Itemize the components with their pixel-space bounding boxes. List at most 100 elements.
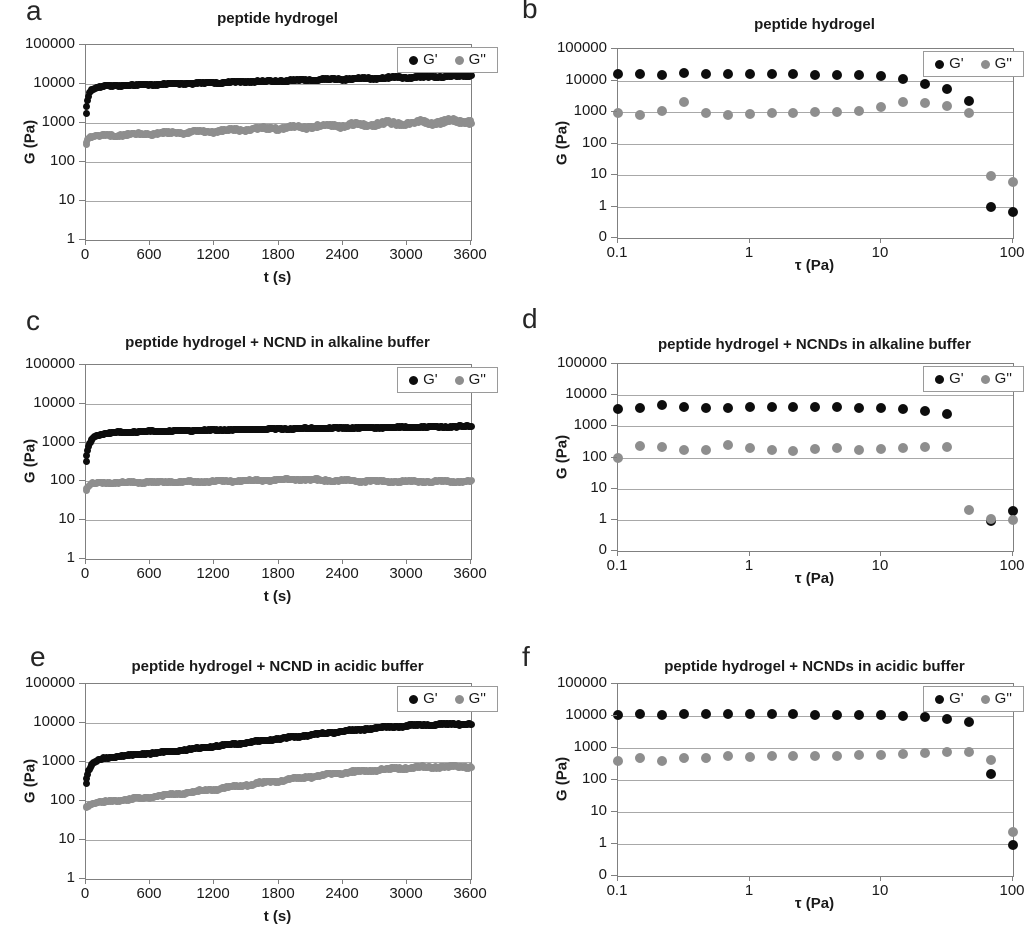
legend-entry-g-prime: G'	[409, 691, 438, 707]
legend-entry-g-prime: G'	[935, 691, 964, 707]
data-point	[986, 754, 997, 765]
tick-mark	[278, 240, 279, 245]
panel-letter: f	[522, 641, 530, 672]
data-point	[810, 107, 821, 117]
x-tick-label: 3600	[453, 885, 487, 902]
gridline	[86, 443, 471, 444]
legend-entry-g-double-prime: G''	[454, 51, 486, 68]
data-point	[810, 709, 821, 720]
data-point	[744, 69, 755, 80]
tick-mark	[611, 206, 617, 207]
panel-letter: e	[30, 641, 46, 672]
tick-mark	[611, 425, 617, 426]
tick-mark	[611, 363, 617, 364]
tick-mark	[213, 879, 214, 884]
legend-marker-icon	[980, 374, 990, 384]
data-point	[678, 445, 689, 456]
data-point	[1008, 514, 1018, 525]
data-point	[832, 443, 843, 454]
data-point	[766, 401, 777, 412]
tick-mark	[79, 442, 85, 443]
x-tick-label: 600	[136, 246, 162, 263]
data-point	[467, 72, 475, 80]
data-point	[898, 443, 909, 454]
gridline	[618, 844, 1013, 845]
tick-mark	[342, 240, 343, 245]
panel-e: e peptide hydrogel + NCND in acidic buffe…	[0, 618, 512, 928]
y-tick-label: 0	[598, 541, 607, 558]
legend-marker-icon	[454, 55, 464, 65]
data-point	[854, 105, 865, 116]
x-tick-label: 1200	[196, 246, 230, 263]
tick-mark	[611, 394, 617, 395]
y-tick-label: 100	[49, 791, 75, 808]
data-point	[854, 69, 865, 80]
data-point	[613, 107, 623, 118]
gridline	[618, 207, 1013, 208]
y-tick-label: 1000	[573, 738, 607, 755]
tick-mark	[611, 779, 617, 780]
x-tick-label: 600	[136, 885, 162, 902]
data-point	[920, 442, 931, 453]
plot-area: G' G''	[82, 364, 498, 560]
data-point	[83, 452, 91, 460]
tick-mark	[79, 122, 85, 123]
data-point	[656, 106, 667, 117]
tick-mark	[79, 800, 85, 801]
y-tick-label: 100	[581, 134, 607, 151]
tick-mark	[611, 683, 617, 684]
data-point	[964, 95, 975, 106]
data-point	[876, 710, 887, 721]
tick-mark	[617, 238, 618, 243]
data-point	[832, 751, 843, 762]
gridline	[618, 520, 1013, 521]
y-tick-label: 10	[58, 191, 75, 208]
data-point	[920, 97, 931, 108]
data-point	[766, 751, 777, 762]
data-point	[744, 108, 755, 119]
tick-mark	[406, 559, 407, 564]
gridline	[86, 404, 471, 405]
x-tick-label: 1800	[261, 246, 295, 263]
x-axis-label: τ (Pa)	[794, 895, 835, 912]
gridline	[86, 201, 471, 202]
tick-mark	[79, 83, 85, 84]
data-point	[82, 457, 90, 465]
data-point	[678, 68, 689, 79]
tick-mark	[149, 559, 150, 564]
data-point	[766, 107, 777, 118]
legend-marker-icon	[454, 375, 464, 385]
chart-title: peptide hydrogel + NCND in acidic buffer	[131, 658, 424, 675]
y-tick-label: 100	[581, 448, 607, 465]
data-point	[635, 709, 646, 720]
legend-label: G'	[949, 690, 964, 707]
legend-label: G''	[468, 51, 486, 68]
x-axis-label: t (s)	[263, 908, 292, 925]
tick-mark	[611, 550, 617, 551]
data-point	[876, 443, 887, 454]
y-tick-label: 10	[590, 479, 607, 496]
data-point	[964, 717, 975, 728]
data-point	[964, 747, 975, 758]
legend-entry-g-double-prime: G''	[980, 371, 1012, 387]
y-tick-label: 100000	[24, 35, 75, 52]
data-point	[700, 69, 711, 80]
y-tick-label: 100	[49, 152, 75, 169]
y-tick-label: 100	[49, 471, 75, 488]
y-tick-label: 100000	[556, 354, 607, 371]
tick-mark	[611, 811, 617, 812]
tick-mark	[85, 879, 86, 884]
tick-mark	[611, 457, 617, 458]
data-point	[84, 97, 92, 105]
data-point	[942, 747, 953, 758]
gridline	[86, 520, 471, 521]
data-point	[898, 748, 909, 759]
tick-mark	[79, 761, 85, 762]
data-point	[84, 447, 92, 455]
y-tick-label: 10000	[33, 74, 75, 91]
chart-title: peptide hydrogel	[754, 16, 875, 33]
tick-mark	[85, 240, 86, 245]
y-tick-label: 10000	[33, 394, 75, 411]
tick-mark	[213, 559, 214, 564]
gridline	[618, 426, 1013, 427]
